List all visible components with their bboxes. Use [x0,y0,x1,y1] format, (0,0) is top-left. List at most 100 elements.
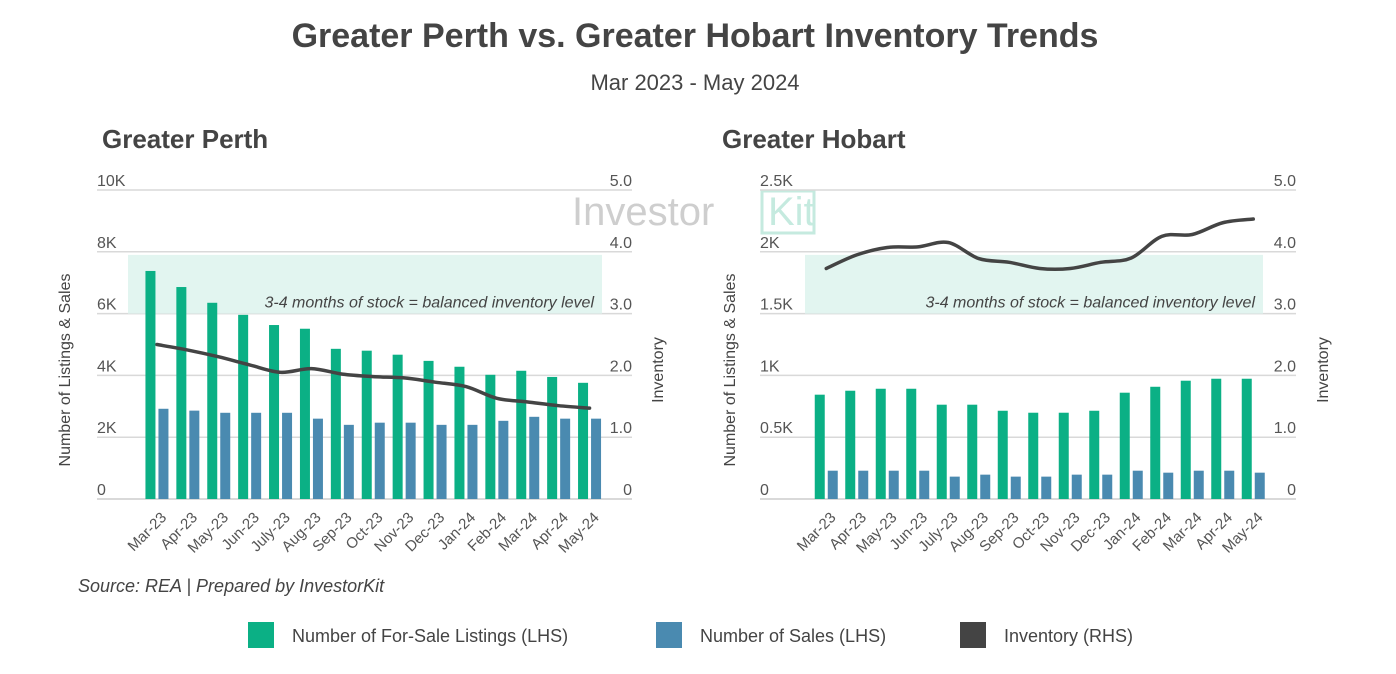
y2-tick-label: 1.0 [1274,420,1296,437]
listings-bar [906,388,917,499]
sales-bar [498,420,509,499]
sales-bar [1193,470,1204,499]
listings-bar [1241,378,1252,499]
legend-label: Number of For-Sale Listings (LHS) [292,626,568,646]
y2-tick-label: 5.0 [610,173,632,190]
listings-bar [1180,380,1191,499]
listings-bar [997,410,1008,499]
listings-bar [1089,410,1100,499]
y2-axis-title: Inventory [650,337,667,403]
y2-tick-label: 3.0 [610,297,632,314]
sales-bar [560,418,571,499]
perth-panel: Greater Perth 0 0 2K 1.0 4K 2.0 6K 3.0 8K 4.0 10K 5.… [57,124,667,557]
y-axis-title: Number of Listings & Sales [722,274,739,467]
legend-swatch [248,622,274,648]
inventory-line [155,342,592,410]
y2-tick-label: 0 [623,482,632,499]
legend-label: Inventory (RHS) [1004,626,1133,646]
sales-bar [827,470,838,499]
y-tick-label: 4K [97,358,117,375]
sales-bar [343,424,354,499]
y-tick-label: 8K [97,235,117,252]
band-label: 3-4 months of stock = balanced inventory… [264,295,594,312]
listings-bar [361,350,372,499]
listings-bar [1028,412,1039,499]
svg-text:Investor: Investor [572,190,714,234]
listings-bar [238,314,249,499]
y-tick-label: 2.5K [760,173,793,190]
listings-bar [1150,386,1161,499]
chart-subtitle: Mar 2023 - May 2024 [590,70,799,95]
listings-bar [454,366,465,499]
listings-bar [392,354,403,499]
listings-bar [1211,378,1222,499]
listings-bar [269,325,280,499]
sales-bar [1041,476,1052,499]
listings-bar [1119,392,1130,499]
y-tick-label: 0 [760,482,769,499]
sales-bar [591,418,602,499]
inventory-line [824,217,1255,272]
legend-label: Number of Sales (LHS) [700,626,886,646]
sales-bar [251,412,262,499]
listings-bar [299,328,310,499]
y-tick-label: 6K [97,297,117,314]
sales-bar [1224,470,1235,499]
listings-bar [967,404,978,499]
sales-bar [282,412,293,499]
y-tick-label: 0.5K [760,420,793,437]
legend-swatch [656,622,682,648]
sales-bar [158,408,169,499]
y-tick-label: 1.5K [760,297,793,314]
sales-bar [436,424,447,499]
sales-bar [189,410,200,499]
sales-bar [374,422,385,499]
listings-bar [936,404,947,499]
sales-bar [1102,474,1113,499]
sales-bar [1010,476,1021,499]
legend-swatch [960,622,986,648]
listings-bar [207,302,218,499]
chart-title: Greater Perth vs. Greater Hobart Invento… [292,17,1099,55]
y-tick-label: 0 [97,482,106,499]
watermark-logo: Investor Kit [572,189,816,235]
sales-bar [1071,474,1082,499]
y2-tick-label: 4.0 [1274,235,1296,252]
listings-bar [578,382,589,499]
y2-tick-label: 4.0 [610,235,632,252]
listings-bar [845,390,856,499]
y2-tick-label: 2.0 [1274,358,1296,375]
sales-bar [1132,470,1143,499]
panel-title: Greater Hobart [722,124,906,154]
sales-bar [467,424,478,499]
listings-bar [547,376,558,499]
listings-bar [145,270,156,499]
hobart-panel: Greater Hobart 0 0 0.5K 1.0 1K 2.0 1.5K 3.0 2K 4.0… [722,124,1332,557]
listings-bar [485,374,496,499]
sales-bar [858,470,869,499]
y-axis-title: Number of Listings & Sales [57,274,74,467]
sales-bar [888,470,899,499]
listings-bar [875,388,886,499]
sales-bar [405,422,416,499]
sales-bar [980,474,991,499]
listings-bar [814,394,825,499]
sales-bar [949,476,960,499]
y-tick-label: 1K [760,358,780,375]
y-tick-label: 10K [97,173,126,190]
sales-bar [919,470,930,499]
balanced-band [128,254,602,314]
y2-tick-label: 1.0 [610,420,632,437]
svg-text:Kit: Kit [768,190,815,234]
panel-title: Greater Perth [102,124,268,154]
sales-bar [1254,472,1265,499]
listings-bar [176,287,187,499]
listings-bar [1058,412,1069,499]
y2-axis-title: Inventory [1315,337,1332,403]
listings-bar [516,370,527,499]
sales-bar [220,412,231,499]
listings-bar [423,360,434,499]
legend: Number of For-Sale Listings (LHS) Number … [248,622,1133,648]
y2-tick-label: 2.0 [610,358,632,375]
y2-tick-label: 0 [1287,482,1296,499]
